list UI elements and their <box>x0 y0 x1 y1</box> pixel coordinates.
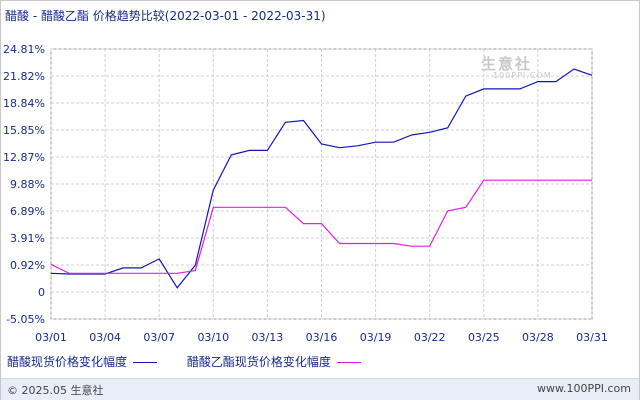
y-tick-label: 0.92% <box>10 259 45 272</box>
y-tick-label: 9.88% <box>10 178 45 191</box>
y-tick-label: -5.05% <box>6 313 45 326</box>
x-tick-label: 03/28 <box>522 331 554 344</box>
footer: © 2025.05 生意社 www.100PPI.com <box>1 378 639 400</box>
legend-swatch-series2 <box>336 362 361 363</box>
legend-swatch-series1 <box>133 362 158 363</box>
chart-title-main: 醋酸 - 醋酸乙酯 价格趋势比较 <box>5 9 165 23</box>
x-tick-label: 03/31 <box>576 331 608 344</box>
legend-item-series1: 醋酸现货价格变化幅度 <box>7 353 158 370</box>
y-tick-label: 18.84% <box>3 97 45 110</box>
y-tick-label: 15.85% <box>3 124 45 137</box>
watermark-logo: 生意社 <box>481 55 533 73</box>
y-tick-label: 24.81% <box>3 43 45 56</box>
series-line-1 <box>50 68 593 289</box>
legend-item-series2: 醋酸乙酯现货价格变化幅度 <box>187 353 361 370</box>
y-tick-label: 12.87% <box>3 151 45 164</box>
series-line-2 <box>50 179 592 274</box>
x-tick-label: 03/16 <box>306 331 338 344</box>
x-tick-label: 03/25 <box>468 331 500 344</box>
y-tick-label: 0 <box>38 286 45 299</box>
watermark-sub: 100PPI.COM <box>493 71 552 80</box>
x-tick-label: 03/19 <box>360 331 392 344</box>
x-tick-label: 03/07 <box>143 331 175 344</box>
x-tick-label: 03/01 <box>35 331 67 344</box>
footer-site-link[interactable]: www.100PPI.com <box>537 382 631 395</box>
legend-label-series1: 醋酸现货价格变化幅度 <box>7 355 128 369</box>
x-tick-label: 03/22 <box>414 331 446 344</box>
footer-copyright: © 2025.05 生意社 <box>7 384 104 397</box>
x-tick-label: 03/10 <box>197 331 229 344</box>
y-tick-label: 3.91% <box>10 232 45 245</box>
x-tick-label: 03/04 <box>89 331 121 344</box>
y-tick-label: 6.89% <box>10 205 45 218</box>
x-tick-label: 03/13 <box>252 331 284 344</box>
chart-title-range: (2022-03-01 - 2022-03-31) <box>164 9 326 23</box>
legend-label-series2: 醋酸乙酯现货价格变化幅度 <box>186 355 331 369</box>
chart-title: 醋酸 - 醋酸乙酯 价格趋势比较(2022-03-01 - 2022-03-31… <box>5 7 326 24</box>
line-chart: 24.81% 21.82% 18.84% 15.85% 12.87% 9.88% 6.89%… <box>3 43 608 344</box>
legend: 醋酸现货价格变化幅度 醋酸乙酯现货价格变化幅度 <box>7 353 387 370</box>
y-tick-label: 21.82% <box>3 70 45 83</box>
